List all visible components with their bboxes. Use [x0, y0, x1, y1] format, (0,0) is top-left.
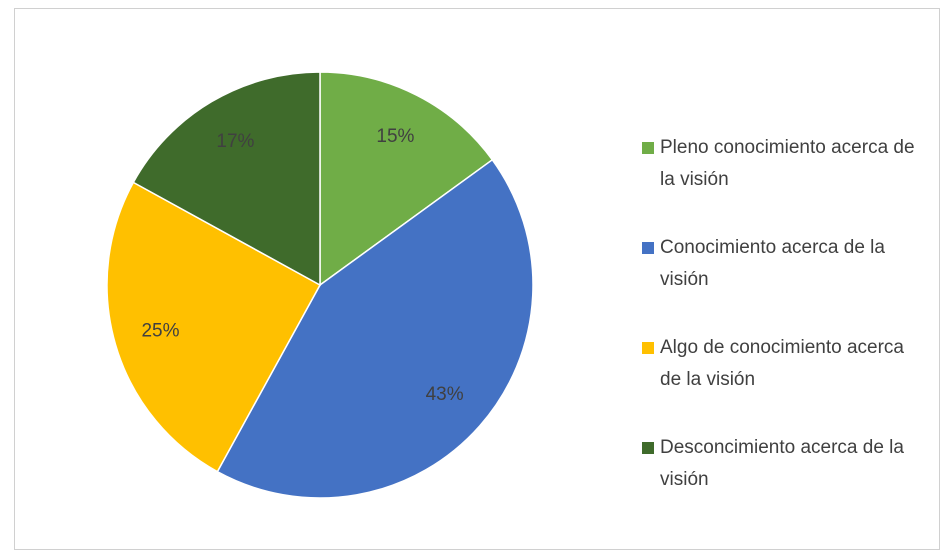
- data-label: 25%: [141, 320, 179, 341]
- legend-label: Algo de conocimiento acerca de la visión: [660, 337, 909, 390]
- data-label: 43%: [426, 384, 464, 405]
- legend-swatch: [642, 442, 654, 454]
- legend-label: Desconcimiento acerca de la visión: [660, 437, 909, 490]
- pie-slice: [319, 71, 494, 287]
- legend-swatch: [642, 142, 654, 154]
- legend-swatch: [642, 242, 654, 254]
- pie-slice: [216, 158, 534, 499]
- pie-slice: [106, 181, 322, 473]
- legend-swatch: [642, 342, 654, 354]
- data-label: 17%: [216, 131, 254, 152]
- legend-label: Pleno conocimiento acerca de la visión: [660, 137, 920, 190]
- legend-label: Conocimiento acerca de la visión: [660, 237, 890, 290]
- data-label: 15%: [376, 126, 414, 147]
- pie-slice: [132, 71, 321, 287]
